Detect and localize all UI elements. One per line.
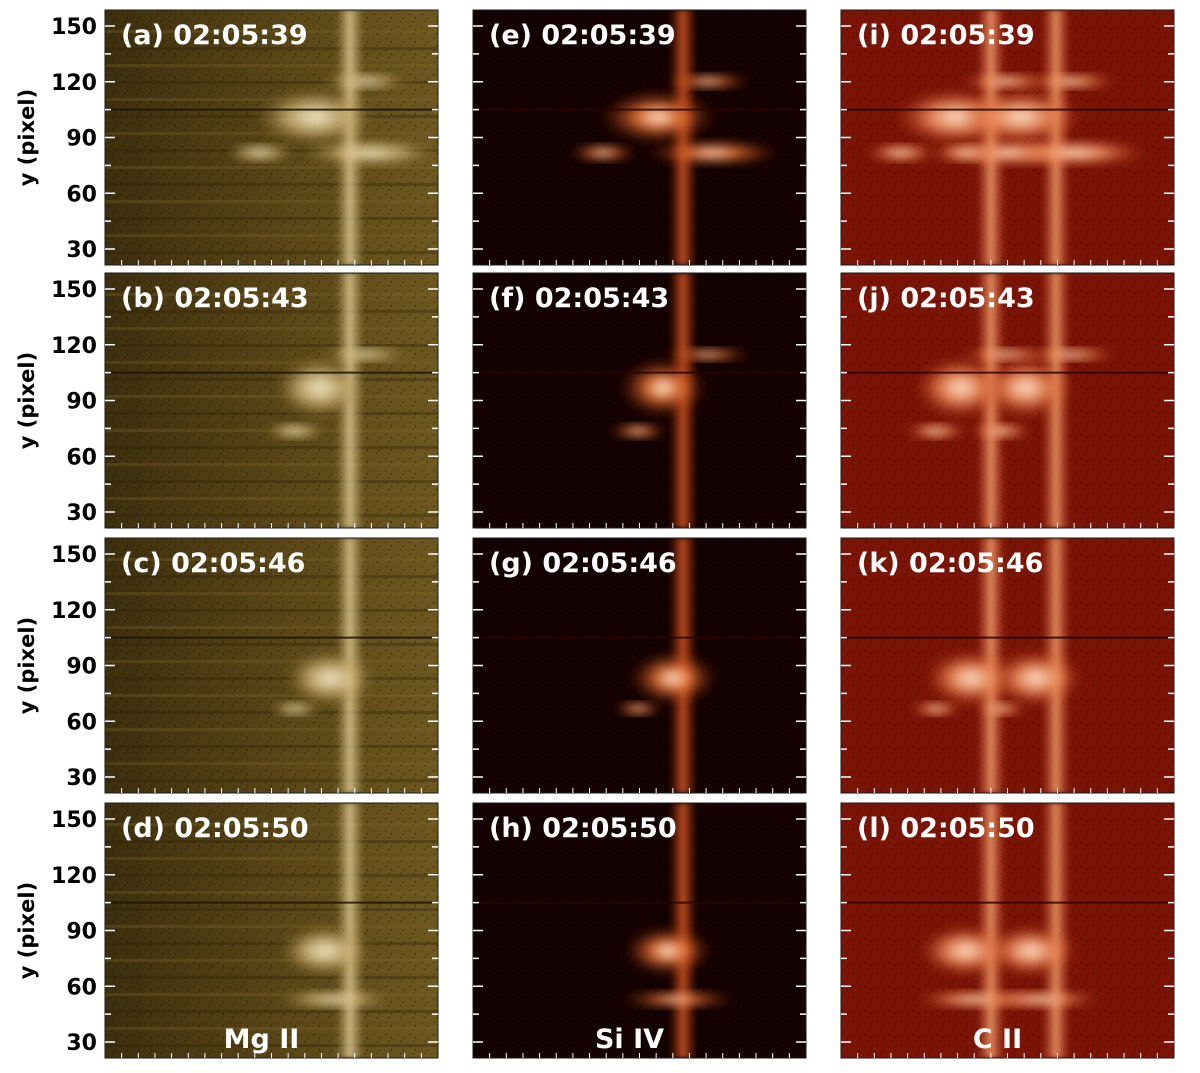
panel-label: (k) 02:05:46 (857, 548, 1043, 579)
panel-label: (l) 02:05:50 (857, 813, 1035, 844)
y-tick-label: 120 (51, 864, 97, 889)
y-tick-label: 60 (66, 975, 97, 1000)
y-tick-label: 30 (66, 238, 97, 263)
y-tick-label: 120 (51, 334, 97, 359)
channel-label: Si IV (595, 1024, 664, 1055)
channel-label: Mg II (224, 1024, 300, 1055)
panel-label: (g) 02:05:46 (489, 548, 677, 579)
y-tick-label: 60 (66, 182, 97, 207)
spectrum-panel (840, 9, 1175, 266)
spectrum-panel (104, 537, 439, 794)
y-tick-label: 150 (51, 543, 97, 568)
panel-label: (c) 02:05:46 (121, 548, 305, 579)
y-tick-label: 30 (66, 501, 97, 526)
y-tick-label: 150 (51, 808, 97, 833)
y-tick-label: 120 (51, 599, 97, 624)
y-axis-label: y (pixel) (15, 882, 39, 979)
y-axis-label: y (pixel) (15, 89, 39, 186)
channel-label: C II (973, 1024, 1022, 1055)
y-tick-label: 150 (51, 278, 97, 303)
y-axis-label: y (pixel) (15, 352, 39, 449)
spectrum-panel (472, 537, 807, 794)
panel-label: (i) 02:05:39 (857, 20, 1035, 51)
panel-label: (b) 02:05:43 (121, 283, 309, 314)
y-tick-label: 60 (66, 710, 97, 735)
spectrum-panel (840, 272, 1175, 529)
spectrum-panel (472, 272, 807, 529)
spectrum-panel (472, 9, 807, 266)
y-axis-label: y (pixel) (15, 617, 39, 714)
panel-label: (j) 02:05:43 (857, 283, 1035, 314)
y-tick-label: 120 (51, 71, 97, 96)
y-tick-label: 30 (66, 766, 97, 791)
panel-label: (h) 02:05:50 (489, 813, 677, 844)
y-tick-label: 90 (66, 390, 97, 415)
y-tick-label: 30 (66, 1031, 97, 1056)
spectrum-panel (104, 9, 439, 266)
spectrum-panel (840, 802, 1175, 1059)
panel-label: (f) 02:05:43 (489, 283, 669, 314)
panel-label: (a) 02:05:39 (121, 20, 308, 51)
y-tick-label: 90 (66, 655, 97, 680)
panel-label: (d) 02:05:50 (121, 813, 309, 844)
spectrum-panel (472, 802, 807, 1059)
y-tick-label: 150 (51, 15, 97, 40)
y-tick-label: 90 (66, 127, 97, 152)
panel-label: (e) 02:05:39 (489, 20, 676, 51)
y-tick-label: 90 (66, 920, 97, 945)
spectrum-panel (104, 272, 439, 529)
y-tick-label: 60 (66, 445, 97, 470)
